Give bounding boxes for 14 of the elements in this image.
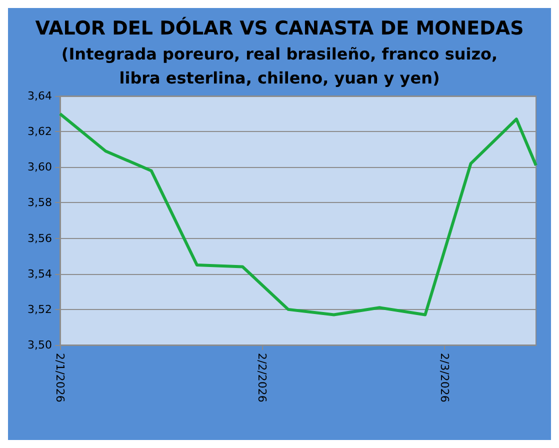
chart-subtitle: (Integrada poreuro, real brasileño, franco suizo, libra esterlina, chileno, yuan y yen) [61,44,498,88]
y-tick-label: 3,64 [28,90,52,102]
y-tick-label: 3,60 [28,160,52,174]
y-tick-label: 3,54 [28,267,52,280]
x-tick-label: 2/2/2026 [256,353,269,402]
x-tick-label: 2/1/2026 [54,353,66,402]
y-tick-label: 3,62 [28,125,52,138]
y-tick-label: 3,56 [28,232,52,245]
x-tick-label: 2/3/2026 [438,353,452,402]
y-tick-label: 3,52 [28,302,52,316]
chart-title: VALOR DEL DÓLAR VS CANASTA DE MONEDAS [35,16,524,40]
line-series [58,112,538,316]
y-tick-label: 3,58 [28,196,52,210]
y-tick-label: 3,50 [28,338,52,352]
